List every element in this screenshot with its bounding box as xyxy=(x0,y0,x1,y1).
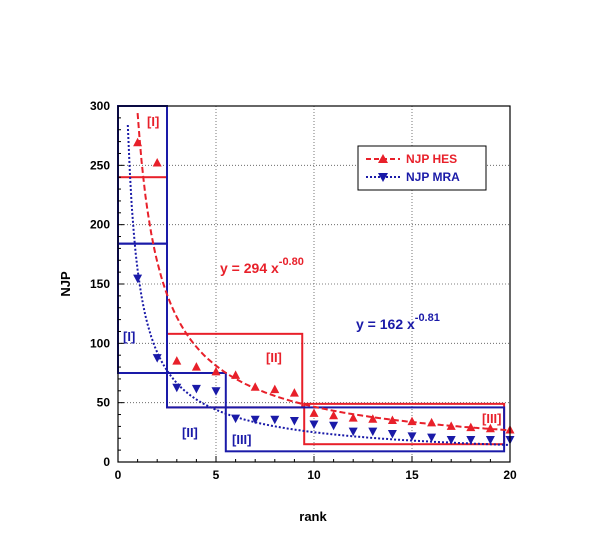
data-point-hes xyxy=(348,413,358,422)
fit-equation-hes: y = 294 x-0.80 xyxy=(220,256,304,276)
y-tick-label: 250 xyxy=(90,158,110,172)
data-point-hes xyxy=(387,415,397,424)
data-point-mra xyxy=(211,387,221,396)
y-tick-label: 300 xyxy=(90,99,110,113)
region-box-mra-2 xyxy=(166,372,227,409)
y-tick-label: 200 xyxy=(90,218,110,232)
data-point-mra xyxy=(309,420,319,430)
legend-label-mra: NJP MRA xyxy=(406,170,460,184)
grid xyxy=(118,106,510,462)
fit-equation-mra-exponent: -0.81 xyxy=(415,312,440,324)
data-point-hes xyxy=(407,416,417,426)
data-point-hes xyxy=(133,137,143,147)
y-tick-label: 50 xyxy=(97,396,111,410)
legend-marker-hes xyxy=(378,154,388,163)
data-point-mra xyxy=(133,274,143,284)
y-axis-title: NJP xyxy=(58,271,73,297)
data-point-mra xyxy=(152,354,162,363)
fit-equation-mra-base: y = 162 x xyxy=(356,316,415,332)
legend-marker-mra xyxy=(378,173,388,182)
data-point-hes xyxy=(250,382,260,391)
data-point-mra xyxy=(270,415,280,425)
data-point-mra xyxy=(407,432,417,441)
data-point-mra xyxy=(368,427,378,437)
data-point-hes xyxy=(211,366,221,376)
x-axis-title: rank xyxy=(299,509,327,524)
x-tick-label: 20 xyxy=(503,468,517,482)
x-tick-label: 15 xyxy=(405,468,419,482)
legend-label-hes: NJP HES xyxy=(406,152,457,166)
data-point-mra xyxy=(387,430,397,439)
region-label-hes-1: [I] xyxy=(147,114,159,129)
data-points xyxy=(133,137,515,445)
data-point-mra xyxy=(446,435,456,445)
data-point-hes xyxy=(289,388,299,397)
data-point-mra xyxy=(191,384,201,394)
region-label-mra-1: [I] xyxy=(123,329,135,344)
region-label-hes-2: [II] xyxy=(266,350,282,365)
data-point-hes xyxy=(191,362,201,371)
x-tick-label: 10 xyxy=(307,468,321,482)
data-point-mra xyxy=(427,433,437,443)
region-label-hes-3: [III] xyxy=(482,411,502,426)
y-tick-label: 150 xyxy=(90,277,110,291)
data-point-mra xyxy=(485,435,495,445)
data-point-hes xyxy=(172,356,182,365)
legend: NJP HES NJP MRA xyxy=(357,145,487,191)
fit-curve-hes xyxy=(136,113,511,432)
data-point-hes xyxy=(485,423,495,433)
data-point-hes xyxy=(152,157,162,167)
data-point-mra xyxy=(231,414,241,424)
x-tick-label: 0 xyxy=(115,468,122,482)
data-point-mra xyxy=(250,415,260,425)
region-label-mra-3: [III] xyxy=(232,432,252,447)
data-point-hes xyxy=(446,421,456,430)
data-point-hes xyxy=(309,408,319,417)
data-point-mra xyxy=(466,435,476,445)
data-point-hes xyxy=(270,384,280,394)
data-point-hes xyxy=(231,370,241,379)
region-label-mra-2: [II] xyxy=(182,425,198,440)
data-point-hes xyxy=(427,417,437,427)
x-tick-label: 5 xyxy=(213,468,220,482)
data-point-hes xyxy=(329,410,339,420)
data-point-mra xyxy=(348,427,358,437)
fit-equation-hes-base: y = 294 x xyxy=(220,260,279,276)
data-point-hes xyxy=(466,422,476,432)
legend-box xyxy=(357,145,487,191)
data-point-mra xyxy=(329,421,339,431)
fit-equation-hes-exponent: -0.80 xyxy=(279,256,304,268)
fit-curves xyxy=(126,113,511,446)
fit-curve-mra xyxy=(126,124,511,446)
data-point-mra xyxy=(172,383,182,393)
y-tick-label: 100 xyxy=(90,336,110,350)
fit-equation-mra: y = 162 x-0.81 xyxy=(356,312,440,332)
data-point-hes xyxy=(368,414,378,423)
y-tick-label: 0 xyxy=(103,455,110,469)
data-point-mra xyxy=(289,416,299,426)
